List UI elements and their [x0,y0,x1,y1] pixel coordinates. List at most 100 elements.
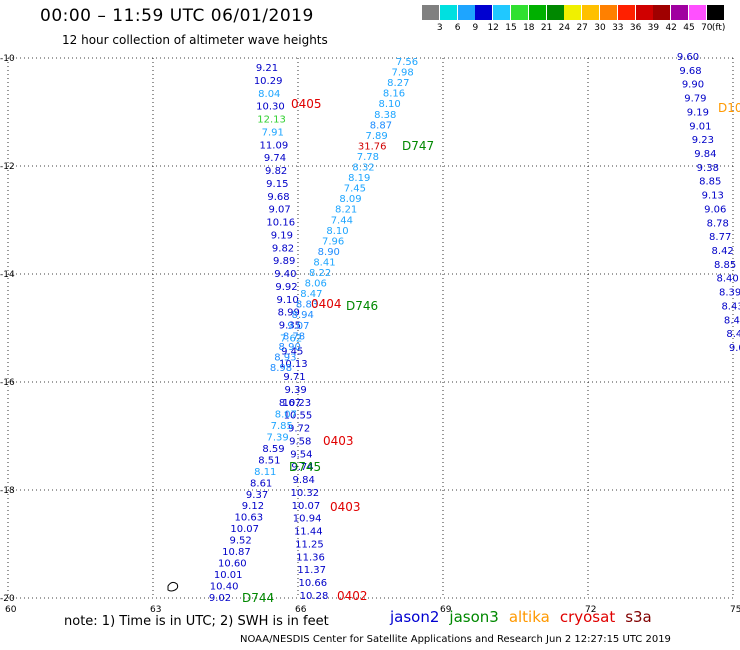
wave-height-value: 11.44 [294,527,323,538]
wave-height-value: 8.87 [370,120,392,131]
wave-height-value: 10.63 [235,513,264,524]
pass-id-label: D10 [718,101,740,115]
lat-tick-label: -14 [0,270,15,280]
scale-label: 21 [540,23,553,33]
wave-height-value: 9.39 [285,385,307,396]
wave-height-value: 9.10 [277,295,299,306]
wave-height-value: 7.56 [396,57,418,68]
scale-swatch [706,5,724,20]
lat-tick-label: -10 [0,54,15,64]
wave-height-value: 8.21 [335,205,357,216]
wave-height-value: 9.74 [264,153,286,164]
wave-height-value: 9.74 [291,462,313,473]
wave-height-value: 9.40 [274,269,296,280]
wave-height-value: 9.02 [209,593,231,604]
wave-height-value: 7.96 [322,236,344,247]
wave-height-value: 9.60 [677,52,699,63]
wave-height-value: 9.45 [281,346,303,357]
wave-height-value: 10.55 [284,411,313,422]
scale-swatch [582,5,600,20]
wave-height-value: 9.68 [267,192,289,203]
wave-height-value: 8.90 [318,247,340,258]
wave-height-value: 8.07 [275,409,297,420]
legend-s3a: s3a [625,608,652,626]
wave-height-value: 8.43 [721,301,740,312]
scale-swatch [617,5,635,20]
scale-swatch [511,5,528,20]
footer-credit: NOAA/NESDIS Center for Satellite Applica… [240,634,671,645]
scale-label: 39 [647,23,660,33]
scale-label: 9 [472,23,479,33]
scale-label: 3 [436,23,443,33]
wave-height-value: 8.38 [374,110,396,121]
wave-height-value: 10.32 [291,488,320,499]
wave-height-value: 10.40 [210,582,239,593]
wave-height-value: 8.45 [724,315,740,326]
wave-height-value: 8.90 [279,342,301,353]
wave-height-value: 9.19 [687,107,709,118]
lon-tick-label: 72 [585,605,596,615]
wave-height-value: 9.71 [283,372,305,383]
wave-height-value: 7.45 [344,184,366,195]
pass-id-label: 0405 [291,97,322,111]
wave-height-value: 8.98 [270,363,292,374]
scale-label: 15 [505,23,517,33]
wave-height-value: 7.89 [365,131,387,142]
scale-swatch [439,5,457,20]
wave-height-value: 11.09 [260,140,289,151]
wave-height-value: 8.67 [279,398,301,409]
wave-height-value: 9.89 [273,256,295,267]
scale-swatch [493,5,511,20]
wave-height-value: 9.12 [242,501,264,512]
legend-altika: altika [508,608,550,626]
wave-height-value: 9.07 [268,205,290,216]
wave-height-value: 7.98 [392,68,414,79]
legend-cryosat: cryosat [559,608,616,626]
lat-tick-label: -18 [0,486,15,496]
wave-height-value: 10.28 [300,591,329,602]
wave-height-value: 9.19 [271,230,293,241]
wave-height-value: 9.35 [279,321,301,332]
wave-height-value: 9.23 [692,135,714,146]
wave-height-value: 8.99 [278,308,300,319]
wave-height-value: 8.41 [726,329,740,340]
wave-height-value: 7.39 [267,432,289,443]
satellite-legend: jason2 jason3 altika cryosat s3a [390,608,662,626]
lon-tick-label: 75 [730,605,740,615]
wave-height-value: 8.16 [383,89,405,100]
wave-height-value: 11.36 [296,552,325,563]
scale-swatch [422,5,439,20]
wave-height-value: 9.82 [272,243,294,254]
scale-label: 42 [665,23,677,33]
lat-tick-label: -16 [0,378,15,388]
wave-height-value: 10.94 [293,514,322,525]
wave-height-value: 10.01 [214,570,243,581]
wave-height-value: 9.92 [275,282,297,293]
wave-height-value: 10.07 [230,524,259,535]
island-outline [167,581,179,592]
wave-height-value: 9.21 [256,63,278,74]
wave-height-value: 8.78 [283,331,305,342]
pass-id-label: 0402 [337,589,368,603]
scale-label: 30 [594,23,606,33]
units-note: note: 1) Time is in UTC; 2) SWH is in fe… [64,614,329,629]
legend-jason2: jason2 [390,608,440,626]
wave-height-value: 9.58 [289,436,311,447]
wave-height-value: 8.61 [250,478,272,489]
wave-height-value: 11.25 [295,539,324,550]
pass-id-label: 0404 [311,297,342,311]
scale-label: 6 [454,23,461,33]
wave-height-value: 10.23 [282,398,311,409]
scale-label: (ft) [711,23,726,33]
wave-height-value: 8.85 [714,260,736,271]
wave-height-value: 8.27 [387,78,409,89]
wave-height-value: 8.47 [300,289,322,300]
scale-label: 70 [701,23,713,33]
wave-height-value: 8.22 [309,268,331,279]
scale-label: 12 [487,23,499,33]
scale-swatch [671,5,689,20]
wave-height-value: 9.06 [704,204,726,215]
wave-height-value: 9.01 [729,343,740,354]
wave-height-value: 10.66 [299,578,328,589]
